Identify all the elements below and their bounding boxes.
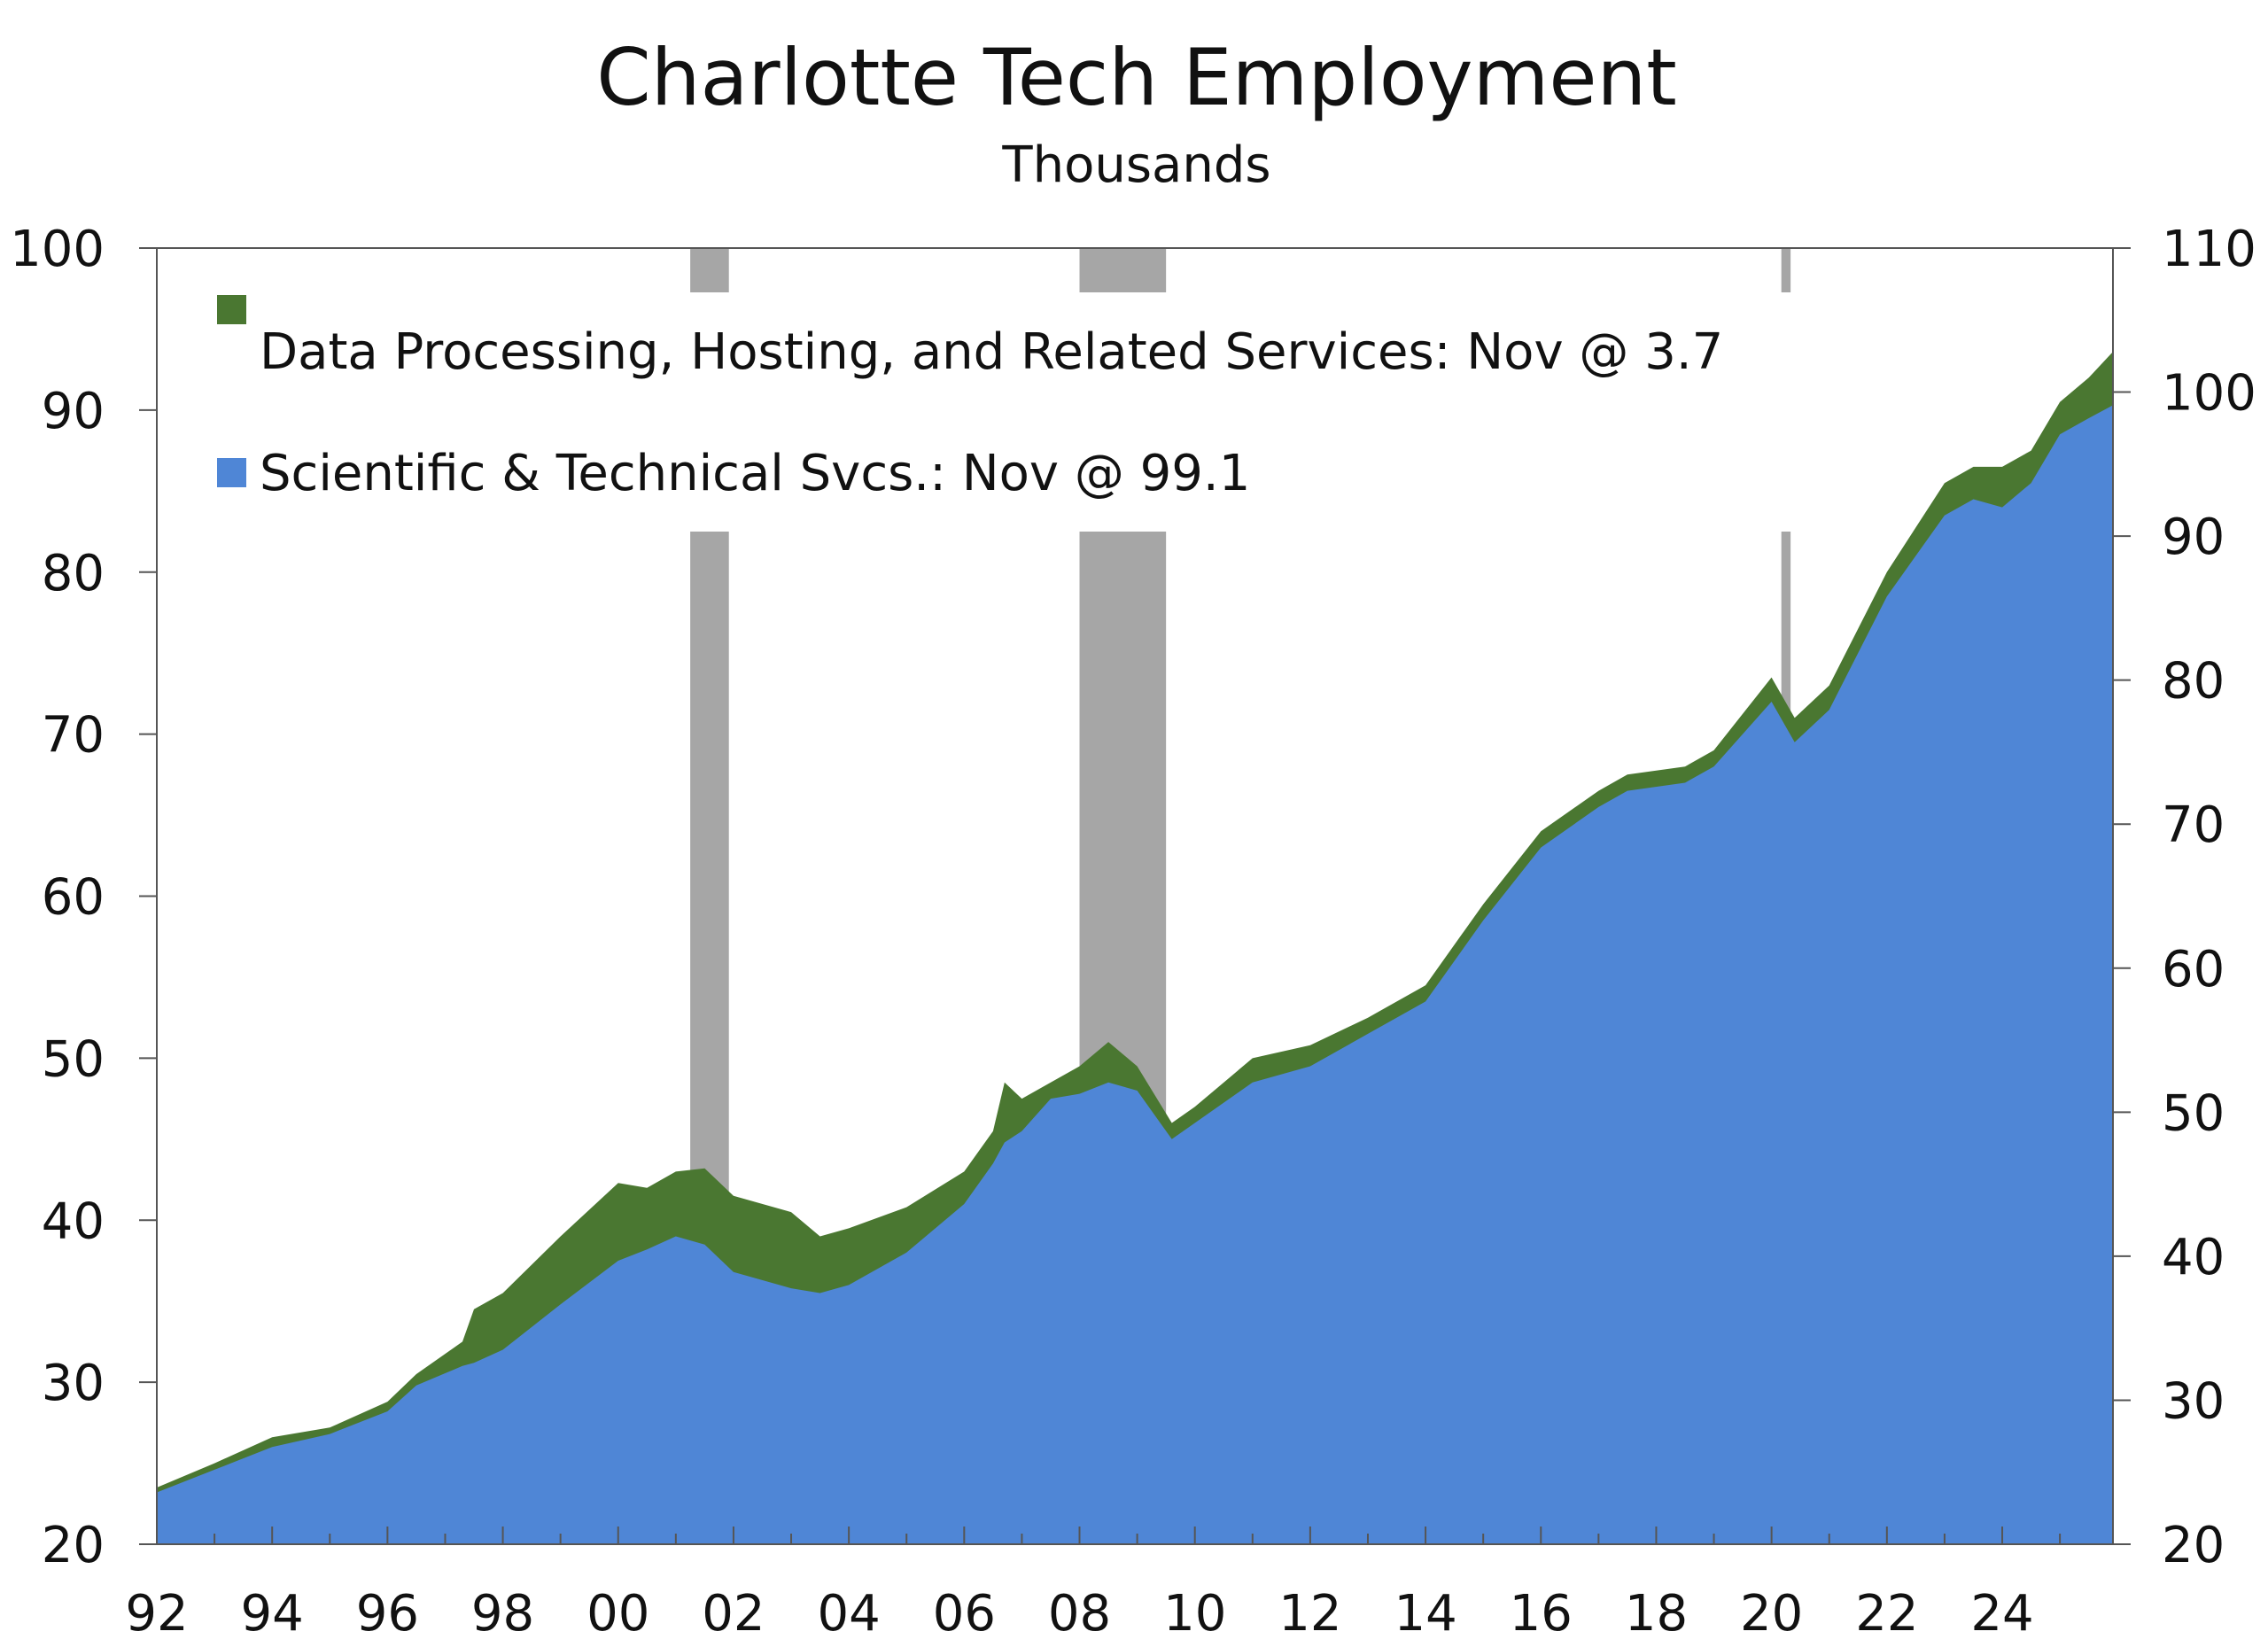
x-tick-label-24: 24 [1970, 1585, 2033, 1643]
recession-band-1-top [1079, 248, 1167, 292]
chart-title: Charlotte Tech Employment [596, 32, 1677, 123]
right-tick-label-70: 70 [2162, 796, 2225, 854]
right-tick-label-110: 110 [2162, 221, 2256, 278]
left-tick-label-60: 60 [42, 869, 105, 927]
legend-label-scientific-technical: Scientific & Technical Svcs.: Nov @ 99.1 [260, 445, 1250, 502]
x-tick-label-20: 20 [1740, 1585, 1803, 1643]
right-tick-label-30: 30 [2162, 1372, 2225, 1430]
left-tick-label-20: 20 [42, 1517, 105, 1574]
left-tick-label-80: 80 [42, 545, 105, 602]
x-tick-label-94: 94 [241, 1585, 304, 1643]
x-tick-label-96: 96 [356, 1585, 419, 1643]
recession-band-2-top [1781, 248, 1791, 292]
left-tick-label-30: 30 [42, 1355, 105, 1412]
x-tick-label-98: 98 [471, 1585, 534, 1643]
x-tick-label-00: 00 [586, 1585, 649, 1643]
x-tick-label-06: 06 [933, 1585, 996, 1643]
area-series-1 [157, 405, 2113, 1544]
x-tick-label-04: 04 [817, 1585, 880, 1643]
right-tick-label-20: 20 [2162, 1517, 2225, 1574]
left-tick-label-90: 90 [42, 383, 105, 440]
left-tick-label-70: 70 [42, 707, 105, 765]
legend-swatch-scientific-technical [217, 458, 246, 487]
right-tick-label-50: 50 [2162, 1084, 2225, 1142]
left-tick-label-40: 40 [42, 1193, 105, 1250]
right-tick-label-90: 90 [2162, 509, 2225, 566]
legend-label-data-processing: Data Processing, Hosting, and Related Se… [260, 323, 1723, 381]
x-tick-label-22: 22 [1855, 1585, 1918, 1643]
right-tick-label-100: 100 [2162, 365, 2256, 423]
left-tick-label-100: 100 [10, 221, 105, 278]
chart-subtitle: Thousands [1001, 136, 1270, 194]
right-tick-label-40: 40 [2162, 1229, 2225, 1286]
x-tick-label-18: 18 [1625, 1585, 1688, 1643]
legend: Data Processing, Hosting, and Related Se… [217, 295, 1723, 502]
plot-area: 20 30 40 50 60 70 80 90 100 20 30 40 50 60 70 80 90 100 11… [10, 221, 2256, 1643]
x-tick-label-14: 14 [1394, 1585, 1456, 1643]
x-tick-label-10: 10 [1163, 1585, 1226, 1643]
recession-band-0-top [690, 248, 729, 292]
x-tick-label-92: 92 [125, 1585, 188, 1643]
left-tick-label-50: 50 [42, 1030, 105, 1088]
x-tick-label-16: 16 [1510, 1585, 1573, 1643]
x-tick-label-12: 12 [1278, 1585, 1341, 1643]
x-tick-label-02: 02 [702, 1585, 765, 1643]
legend-swatch-data-processing [217, 295, 246, 324]
x-tick-label-08: 08 [1048, 1585, 1111, 1643]
right-tick-label-80: 80 [2162, 653, 2225, 711]
right-tick-label-60: 60 [2162, 941, 2225, 998]
